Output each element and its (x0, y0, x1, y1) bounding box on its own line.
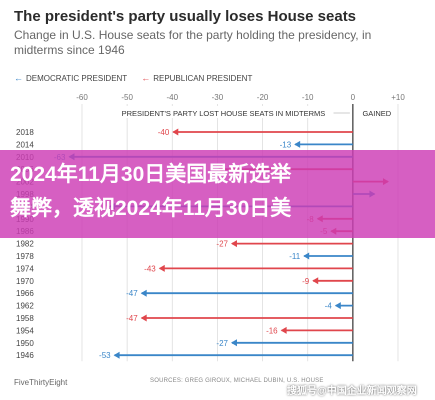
arrowhead-icon (113, 351, 120, 359)
arrowhead-icon (334, 302, 341, 310)
x-tick-label: +10 (391, 93, 405, 102)
chart-title: The president's party usually loses Hous… (14, 8, 357, 25)
year-label: 1978 (16, 252, 34, 261)
left-arrow-icon: ← (14, 73, 23, 83)
legend-republican: ← REPUBLICAN PRESIDENT (141, 73, 252, 83)
value-label: -40 (158, 128, 170, 137)
value-label: -9 (302, 277, 310, 286)
left-arrow-icon: ← (141, 73, 151, 83)
value-label: -4 (325, 302, 333, 311)
overlay-line-1: 2024年11月30日美国最新选举 (10, 163, 292, 186)
arrowhead-icon (294, 140, 301, 148)
brand-label: FiveThirtyEight (14, 378, 68, 387)
x-tick-label: 0 (351, 93, 356, 102)
year-label: 1966 (16, 289, 34, 298)
lost-label-bg (95, 106, 334, 118)
lost-seats-label: PRESIDENT'S PARTY LOST HOUSE SEATS IN MI… (122, 109, 326, 118)
x-tick-label: -30 (212, 93, 224, 102)
year-label: 2014 (16, 140, 34, 149)
value-label: -43 (144, 264, 156, 273)
overlay-headline: 2024年11月30日美国最新选举 舞弊，透视2024年11月30日美 (10, 158, 430, 226)
gained-seats-label: GAINED (362, 109, 391, 118)
year-label: 1950 (16, 339, 34, 348)
headline-overlay: 2024年11月30日美国最新选举 舞弊，透视2024年11月30日美 (0, 150, 435, 238)
arrowhead-icon (230, 240, 237, 248)
year-label: 1958 (16, 314, 34, 323)
legend-democratic-label: DEMOCRATIC PRESIDENT (26, 73, 128, 83)
x-tick-label: -60 (76, 93, 88, 102)
arrowhead-icon (158, 264, 165, 272)
value-label: -11 (289, 252, 301, 261)
legend-democratic: ← DEMOCRATIC PRESIDENT (14, 73, 127, 83)
value-label: -13 (280, 140, 292, 149)
x-tick-label: -10 (302, 93, 314, 102)
year-label: 1962 (16, 302, 34, 311)
arrowhead-icon (140, 289, 147, 297)
year-label: 1974 (16, 264, 34, 273)
watermark: 搜狐号@中国企业新闻观察网 (287, 386, 417, 397)
value-label: -16 (266, 326, 278, 335)
x-tick-label: -20 (257, 93, 269, 102)
arrowhead-icon (172, 128, 179, 136)
legend: ← DEMOCRATIC PRESIDENT ← REPUBLICAN PRES… (14, 72, 266, 84)
year-label: 1970 (16, 277, 34, 286)
year-label: 2018 (16, 128, 34, 137)
value-label: -53 (99, 351, 111, 360)
year-label: 1982 (16, 240, 34, 249)
legend-republican-label: REPUBLICAN PRESIDENT (153, 73, 253, 83)
x-tick-label: -40 (167, 93, 179, 102)
value-label: -47 (126, 289, 138, 298)
value-label: -47 (126, 314, 138, 323)
x-tick-label: -50 (121, 93, 133, 102)
year-label: 1946 (16, 351, 34, 360)
value-label: -27 (216, 339, 228, 348)
arrowhead-icon (280, 326, 287, 334)
sources-label: SOURCES: GREG GIROUX, MICHAEL DUBIN, U.S… (150, 378, 324, 384)
chart-subtitle: Change in U.S. House seats for the party… (14, 28, 372, 57)
arrowhead-icon (303, 252, 310, 260)
year-label: 1954 (16, 326, 34, 335)
arrowhead-icon (312, 277, 319, 285)
overlay-line-2: 舞弊，透视2024年11月30日美 (10, 197, 292, 220)
arrowhead-icon (140, 314, 147, 322)
arrowhead-icon (230, 339, 237, 347)
value-label: -27 (216, 240, 228, 249)
